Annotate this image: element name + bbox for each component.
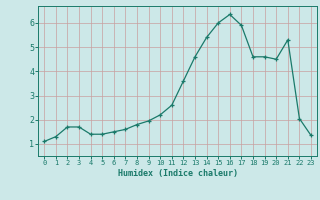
X-axis label: Humidex (Indice chaleur): Humidex (Indice chaleur) xyxy=(118,169,238,178)
